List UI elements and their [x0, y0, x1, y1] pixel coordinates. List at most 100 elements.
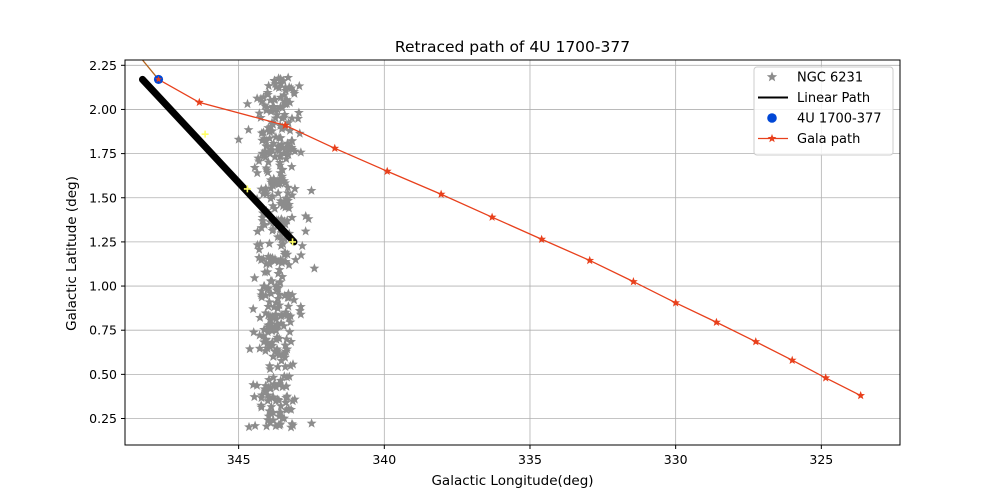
x-tick-label: 345	[227, 452, 251, 467]
ngc6231-point	[262, 395, 273, 406]
ngc6231-point	[264, 374, 274, 384]
ngc6231-point	[256, 184, 267, 194]
ngc6231-point	[258, 92, 269, 102]
ngc6231-point	[274, 264, 285, 274]
linear-path-line	[138, 75, 298, 246]
ngc6231-point	[267, 180, 278, 190]
legend: NGC 6231 Linear Path 4U 1700-377 Gala path	[753, 66, 894, 156]
ngc6231-point	[244, 421, 254, 432]
ngc6231-point	[287, 135, 298, 146]
ngc6231-point	[280, 122, 291, 133]
ngc6231-point	[278, 320, 289, 331]
ngc6231-point	[284, 203, 294, 213]
ngc6231-point	[284, 259, 294, 270]
y-tick-label: 2.25	[89, 58, 117, 73]
ngc6231-point	[267, 102, 278, 113]
ngc6231-point	[282, 187, 293, 198]
ngc6231-point	[255, 238, 266, 249]
ngc6231-point	[274, 160, 285, 170]
ngc6231-point	[252, 239, 263, 250]
y-tick-label: 1.00	[89, 279, 117, 294]
ngc6231-point	[270, 105, 280, 115]
ngc6231-point	[258, 330, 269, 341]
ngc6231-point	[242, 98, 253, 109]
ngc6231-point	[260, 380, 271, 390]
ngc6231-point	[268, 200, 278, 211]
ngc6231-point	[300, 226, 311, 236]
ngc6231-point	[286, 83, 297, 93]
ngc6231-point	[273, 188, 284, 198]
ngc6231-point	[306, 185, 317, 195]
ngc6231-point	[254, 244, 265, 254]
ngc6231-point	[262, 414, 273, 425]
ngc6231-point	[264, 393, 275, 403]
ngc6231-point	[274, 300, 285, 310]
ngc6231-point	[268, 407, 279, 417]
ngc6231-point	[264, 296, 275, 307]
ngc6231-point	[294, 128, 305, 138]
ngc6231-point	[290, 254, 301, 264]
ngc6231-point	[277, 381, 288, 392]
ngc6231-point	[255, 312, 265, 322]
axes-frame	[124, 59, 901, 446]
gala-path-point	[856, 391, 865, 400]
ngc6231-point	[286, 404, 296, 414]
ngc6231-point	[283, 288, 294, 298]
ngc6231-point	[259, 185, 270, 196]
ngc6231-point	[265, 319, 276, 329]
ngc6231-point	[259, 324, 269, 334]
ngc6231-point	[277, 271, 288, 281]
ngc6231-point	[262, 284, 273, 294]
ngc6231-point	[280, 340, 291, 350]
ngc6231-point	[289, 86, 299, 96]
ngc6231-point	[259, 100, 270, 111]
y-tick-label: 1.75	[89, 146, 117, 161]
ngc6231-point	[287, 289, 298, 300]
ngc6231-point	[268, 119, 278, 129]
ngc6231-point	[266, 275, 277, 286]
y-tick-label: 2.00	[89, 102, 117, 117]
ngc6231-point	[282, 215, 293, 225]
ngc6231-point	[272, 109, 282, 119]
gala-path-point	[585, 255, 595, 265]
ngc6231-point	[279, 90, 289, 100]
ngc6231-point	[264, 238, 275, 248]
ngc6231-point	[274, 82, 284, 93]
ngc6231-point	[280, 256, 291, 266]
ngc6231-point	[275, 92, 286, 102]
x-tick-label: 330	[664, 452, 688, 467]
ngc6231-point	[277, 413, 288, 423]
ngc6231-point	[284, 292, 294, 302]
ngc6231-point	[286, 336, 296, 346]
ngc6231-point	[264, 259, 275, 269]
ngc6231-point	[248, 327, 259, 337]
ngc6231-point	[269, 255, 280, 266]
ngc6231-point	[265, 383, 275, 393]
ngc6231-point	[276, 240, 287, 250]
ngc6231-point	[275, 375, 286, 385]
x-tick-label: 335	[518, 452, 542, 467]
ngc6231-point	[284, 326, 295, 337]
ngc6231-point	[274, 145, 285, 155]
ngc6231-point	[260, 152, 271, 162]
y-tick-label: 1.50	[89, 190, 117, 205]
ngc6231-point	[290, 183, 300, 193]
ngc6231-point	[287, 418, 297, 429]
ngc6231-point	[256, 222, 267, 232]
ngc6231-point	[294, 305, 305, 315]
ngc6231-point	[267, 340, 278, 350]
ngc6231-point	[276, 318, 287, 328]
ngc6231-point	[296, 250, 306, 260]
ngc6231-point	[282, 249, 293, 259]
legend-label: Gala path	[797, 132, 860, 147]
ngc6231-point	[272, 231, 283, 242]
ngc6231-point	[272, 361, 283, 372]
ngc6231-point	[255, 112, 266, 122]
ngc6231-point	[268, 138, 279, 148]
ngc6231-point	[272, 344, 282, 354]
ngc6231-point	[266, 401, 277, 412]
x-tick-label: 325	[809, 452, 833, 467]
ngc6231-point	[266, 106, 276, 116]
gala-path-point	[629, 277, 638, 286]
